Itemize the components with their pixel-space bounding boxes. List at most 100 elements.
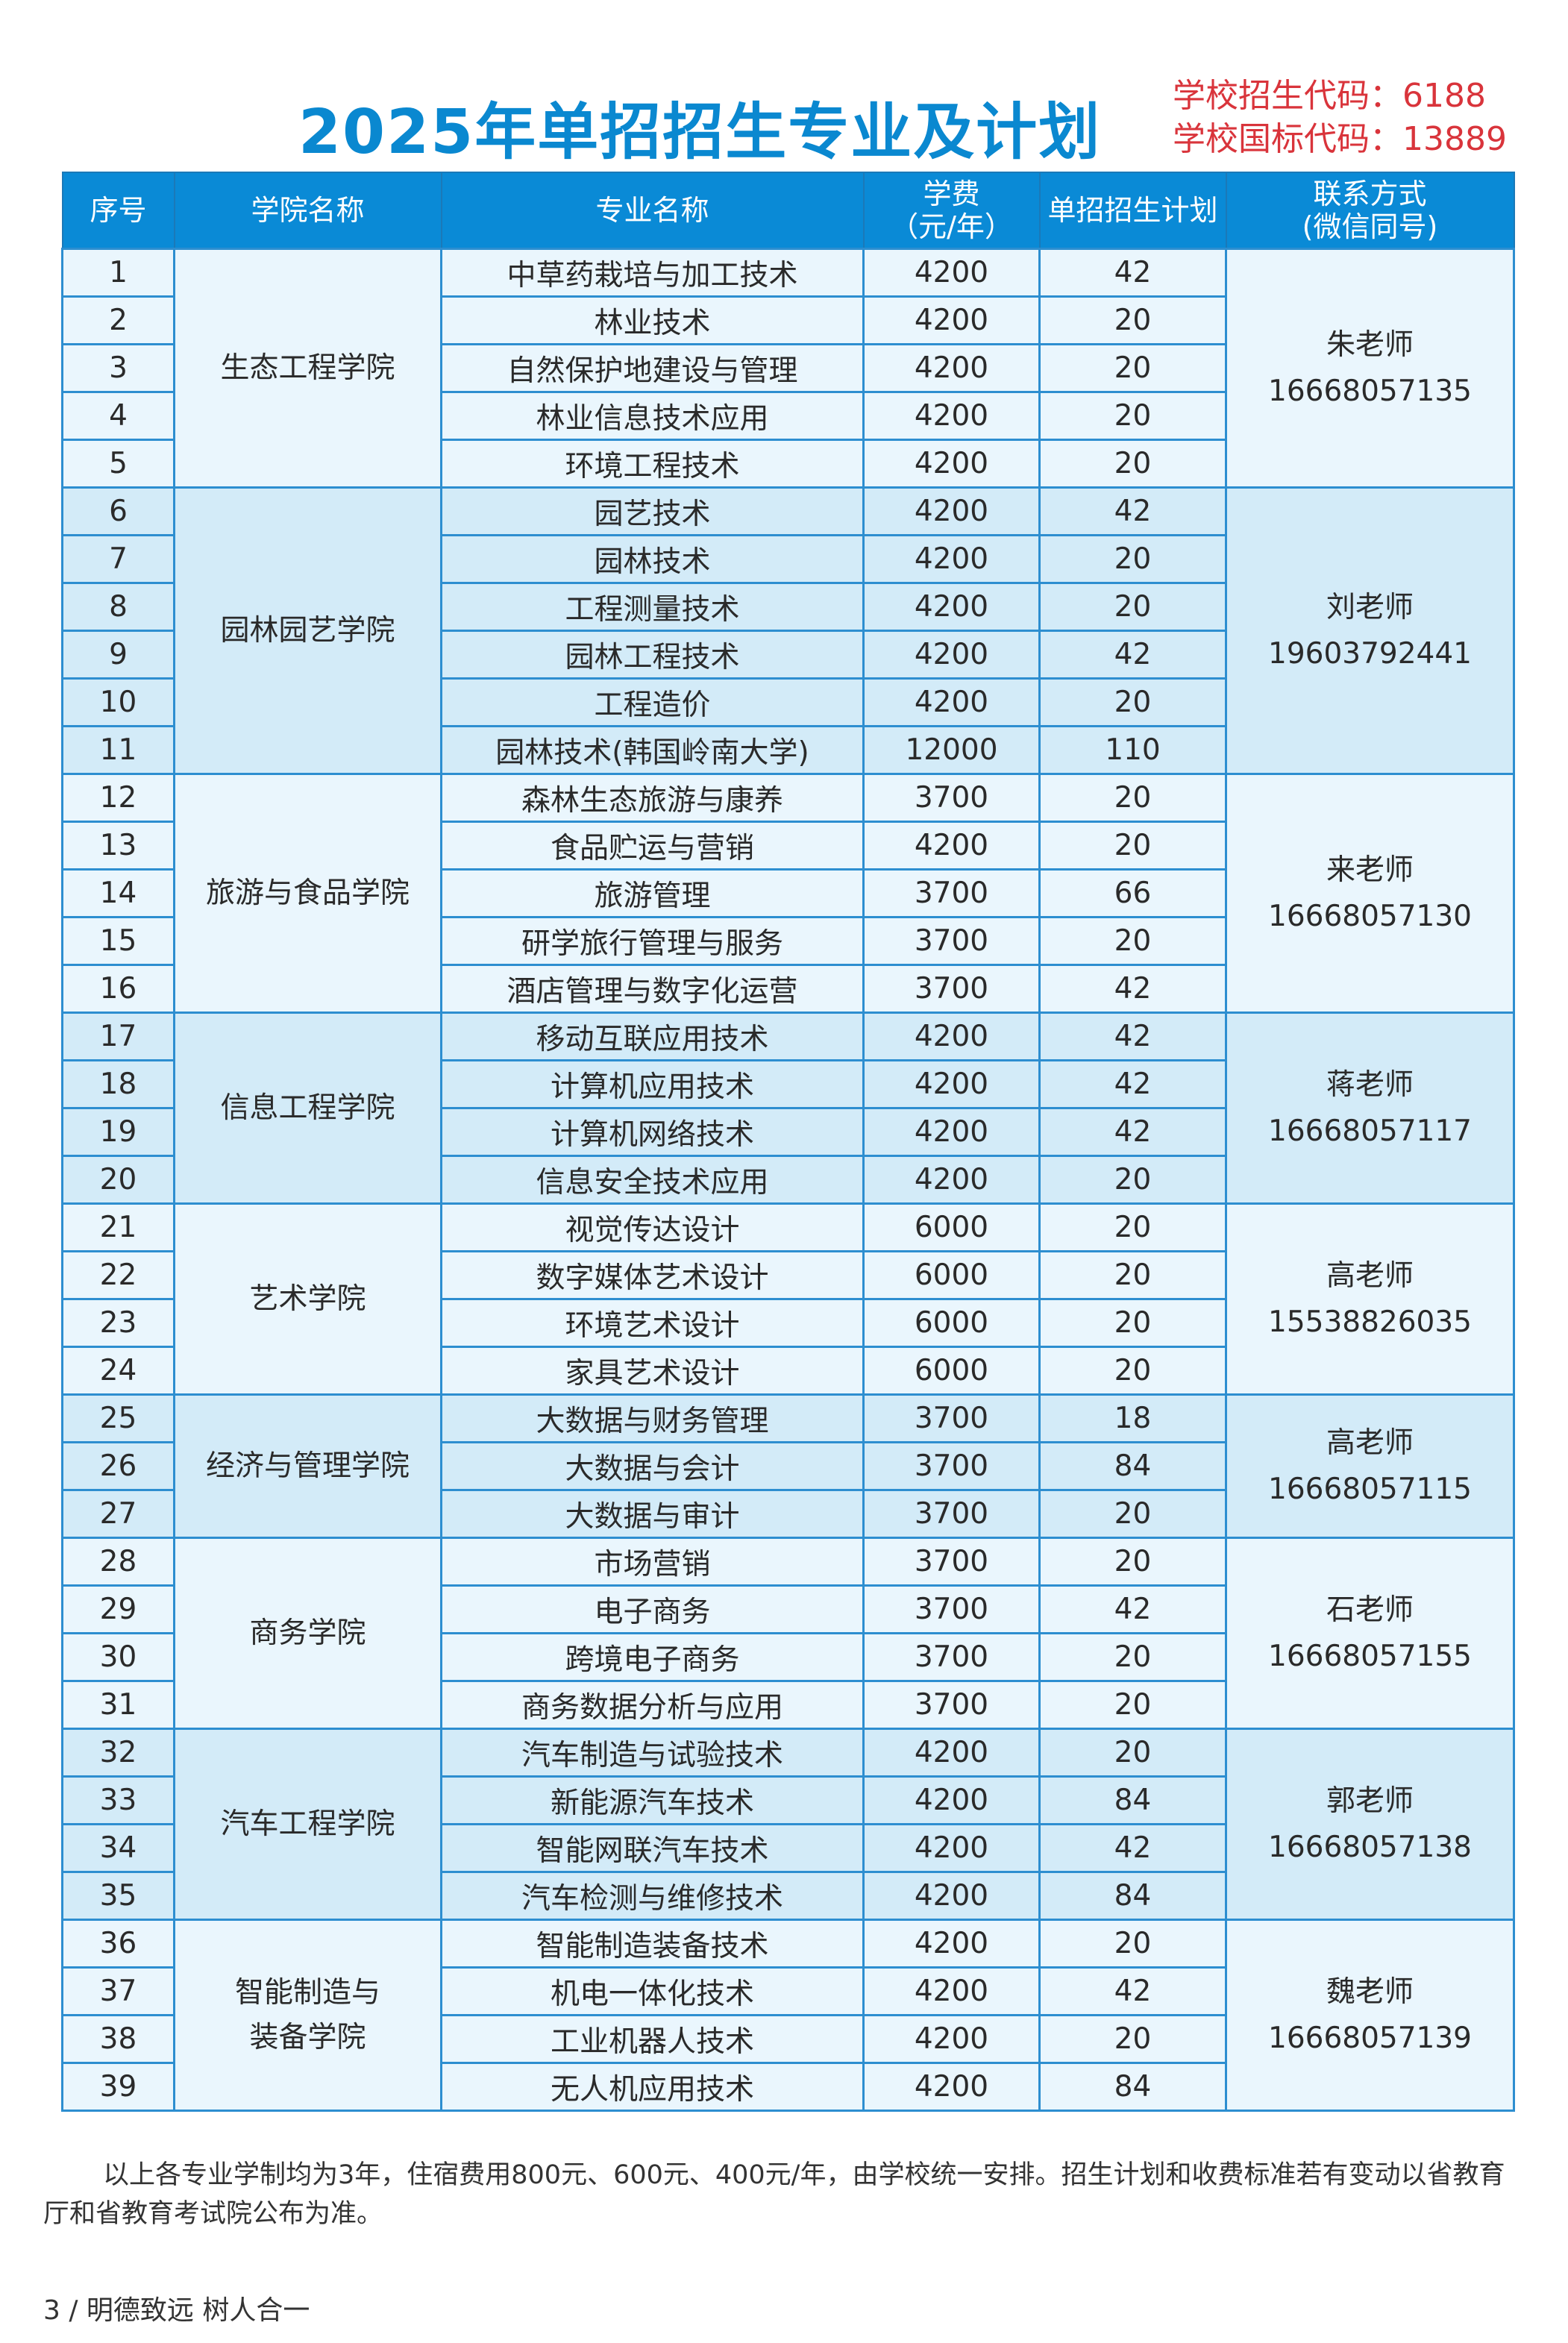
row-index: 36	[61, 1919, 175, 1969]
row-index: 6	[61, 486, 175, 536]
contact-name: 刘老师	[1326, 590, 1414, 624]
major-name: 市场营销	[440, 1537, 865, 1587]
header-plan: 单招招生计划	[1038, 172, 1227, 250]
tuition: 4200	[862, 1107, 1041, 1157]
tuition: 3700	[862, 916, 1041, 966]
plan-count: 20	[1038, 677, 1227, 727]
row-index: 38	[61, 2014, 175, 2064]
college-name: 生态工程学院	[173, 248, 442, 489]
table-row: 5 环境工程技术 4200 20	[61, 439, 1514, 489]
plan-count: 20	[1038, 1155, 1227, 1205]
plan-count: 20	[1038, 1202, 1227, 1252]
tuition: 3700	[862, 1680, 1041, 1730]
tuition: 3700	[862, 1632, 1041, 1682]
tuition: 4200	[862, 677, 1041, 727]
row-index: 28	[61, 1537, 175, 1587]
row-index: 11	[61, 725, 175, 775]
table-row: 19 计算机网络技术 4200 42	[61, 1107, 1514, 1157]
major-name: 酒店管理与数字化运营	[440, 964, 865, 1014]
row-index: 19	[61, 1107, 175, 1157]
plan-count: 18	[1038, 1393, 1227, 1443]
major-name: 旅游管理	[440, 868, 865, 918]
page-title: 2025年单招招生专业及计划	[298, 97, 1102, 168]
table-row: 25 经济与管理学院 大数据与财务管理 3700 18 高老师 16668057115	[61, 1393, 1515, 1539]
row-index: 25	[61, 1393, 175, 1443]
plan-count: 20	[1038, 1298, 1227, 1348]
contact-name: 来老师	[1326, 853, 1414, 887]
row-index: 23	[61, 1298, 175, 1348]
tuition: 4200	[862, 295, 1041, 345]
table-row: 8 工程测量技术 4200 20	[61, 582, 1514, 632]
tuition: 6000	[862, 1346, 1041, 1396]
table-row: 34 智能网联汽车技术 4200 42	[61, 1823, 1514, 1873]
contact: 郭老师 16668057138	[1225, 1728, 1515, 1921]
row-index: 27	[61, 1489, 175, 1539]
plan-count: 20	[1038, 1728, 1227, 1778]
row-index: 1	[61, 248, 175, 298]
tuition: 4200	[862, 1966, 1041, 2016]
major-name: 信息安全技术应用	[440, 1155, 865, 1205]
major-name: 大数据与财务管理	[440, 1393, 865, 1443]
table-row: 13 食品贮运与营销 4200 20	[61, 821, 1514, 871]
row-index: 12	[61, 773, 175, 823]
table-row: 38 工业机器人技术 4200 20	[61, 2014, 1514, 2064]
plan-count: 20	[1038, 1489, 1227, 1539]
table-header-row: 序号 学院名称 专业名称 学费 （元/年） 单招招生计划 联系方式 (微信同号)	[61, 172, 1515, 250]
plan-count: 84	[1038, 1775, 1227, 1825]
plan-count: 110	[1038, 725, 1227, 775]
table-row: 20 信息安全技术应用 4200 20	[61, 1155, 1514, 1205]
major-name: 大数据与审计	[440, 1489, 865, 1539]
tuition: 3700	[862, 1393, 1041, 1443]
major-name: 林业信息技术应用	[440, 391, 865, 441]
tuition: 6000	[862, 1202, 1041, 1252]
plan-count: 84	[1038, 1441, 1227, 1491]
tuition: 6000	[862, 1250, 1041, 1300]
plan-count: 84	[1038, 2062, 1227, 2112]
header-tuition: 学费 （元/年）	[862, 172, 1041, 250]
plan-count: 42	[1038, 630, 1227, 680]
table-row: 16 酒店管理与数字化运营 3700 42	[61, 964, 1514, 1014]
contact-phone: 16668057115	[1268, 1472, 1472, 1506]
major-name: 电子商务	[440, 1584, 865, 1634]
tuition: 4200	[862, 1871, 1041, 1921]
plan-count: 20	[1038, 1537, 1227, 1587]
table-row: 9 园林工程技术 4200 42	[61, 630, 1514, 680]
table-row: 18 计算机应用技术 4200 42	[61, 1059, 1514, 1109]
tuition: 4200	[862, 1011, 1041, 1061]
major-name: 中草药栽培与加工技术	[440, 248, 865, 298]
row-index: 4	[61, 391, 175, 441]
contact-name: 朱老师	[1326, 327, 1414, 362]
college-name: 商务学院	[173, 1537, 442, 1730]
plan-count: 42	[1038, 1966, 1227, 2016]
plan-count: 20	[1038, 439, 1227, 489]
major-name: 商务数据分析与应用	[440, 1680, 865, 1730]
tuition: 3700	[862, 1584, 1041, 1634]
header-index: 序号	[61, 172, 175, 250]
row-index: 31	[61, 1680, 175, 1730]
major-name: 视觉传达设计	[440, 1202, 865, 1252]
tuition: 4200	[862, 391, 1041, 441]
table-row: 33 新能源汽车技术 4200 84	[61, 1775, 1514, 1825]
plan-count: 20	[1038, 343, 1227, 393]
row-index: 16	[61, 964, 175, 1014]
tuition: 4200	[862, 1823, 1041, 1873]
plan-count: 42	[1038, 1107, 1227, 1157]
contact-phone: 16668057138	[1268, 1830, 1472, 1864]
plan-count: 20	[1038, 1632, 1227, 1682]
college-name: 信息工程学院	[173, 1011, 442, 1205]
major-name: 园林工程技术	[440, 630, 865, 680]
row-index: 39	[61, 2062, 175, 2112]
tuition: 3700	[862, 773, 1041, 823]
note-text: 以上各专业学制均为3年，住宿费用800元、600元、400元/年，由学校统一安排…	[43, 2160, 1505, 2229]
table-row: 1 生态工程学院 中草药栽培与加工技术 4200 42 朱老师 16668057135	[61, 248, 1515, 489]
tuition: 3700	[862, 868, 1041, 918]
row-index: 13	[61, 821, 175, 871]
table-row: 17 信息工程学院 移动互联应用技术 4200 42 蒋老师 16668057117	[61, 1011, 1515, 1205]
table-row: 15 研学旅行管理与服务 3700 20	[61, 916, 1514, 966]
tuition: 4200	[862, 1728, 1041, 1778]
contact: 魏老师 16668057139	[1225, 1919, 1515, 2112]
contact-phone: 16668057155	[1268, 1639, 1472, 1673]
major-name: 计算机网络技术	[440, 1107, 865, 1157]
table-row: 24 家具艺术设计 6000 20	[61, 1346, 1514, 1396]
major-name: 家具艺术设计	[440, 1346, 865, 1396]
